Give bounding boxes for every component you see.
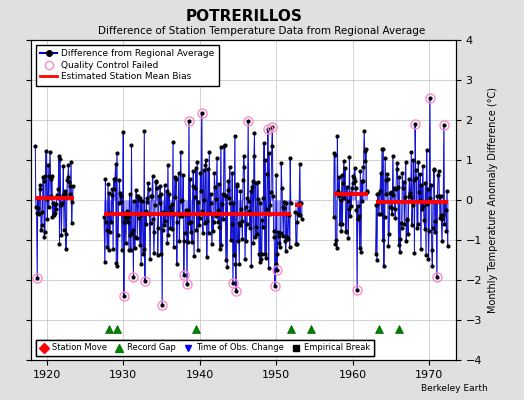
Title: POTRERILLOS: POTRERILLOS bbox=[185, 8, 302, 24]
Text: Difference of Station Temperature Data from Regional Average: Difference of Station Temperature Data f… bbox=[99, 26, 425, 36]
Legend: Station Move, Record Gap, Time of Obs. Change, Empirical Break: Station Move, Record Gap, Time of Obs. C… bbox=[36, 340, 374, 356]
Y-axis label: Monthly Temperature Anomaly Difference (°C): Monthly Temperature Anomaly Difference (… bbox=[488, 87, 498, 313]
Text: Berkeley Earth: Berkeley Earth bbox=[421, 384, 487, 393]
